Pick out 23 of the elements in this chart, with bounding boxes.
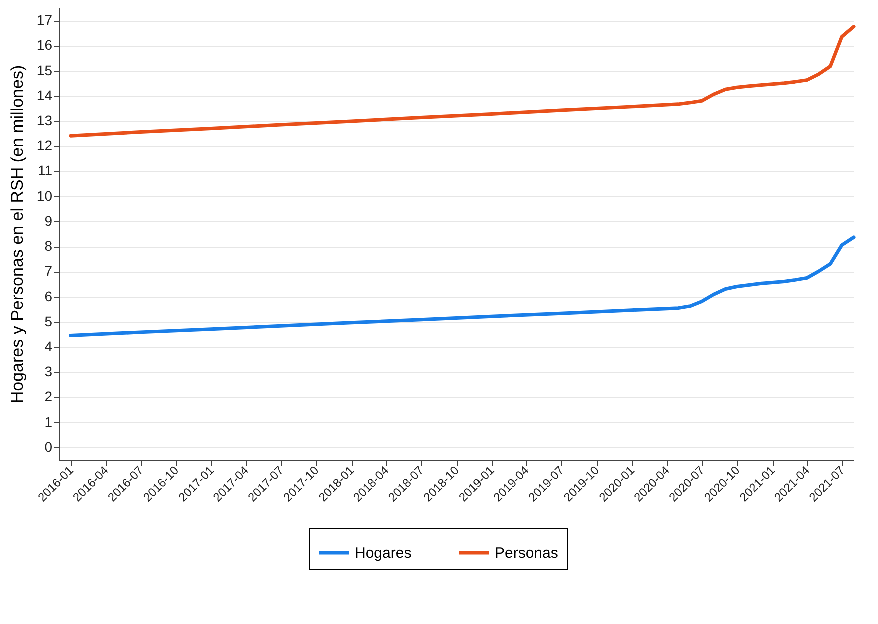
y-tick-label: 11 [38,162,53,179]
line-series [69,236,856,338]
legend-label: Personas [495,545,558,562]
y-tick-label: 13 [36,112,53,128]
y-tick-label: 10 [36,188,53,204]
y-tick-label: 14 [36,87,53,104]
y-tick-label: 9 [44,212,53,229]
y-tick-label: 6 [44,288,53,304]
y-tick-label: 2 [44,388,53,405]
y-tick-label: 5 [44,313,53,330]
y-tick-label: 16 [36,37,53,54]
y-tick-label: 7 [44,263,53,280]
legend-label: Hogares [355,545,412,562]
y-tick-label: 4 [44,338,53,354]
y-tick-label: 15 [36,62,53,78]
y-tick-label: 3 [44,364,53,380]
y-axis-title: Hogares y Personas en el RSH (en millones) [8,65,27,404]
y-tick-label: 0 [44,438,53,455]
y-tick-label: 1 [44,414,53,430]
line-series [69,25,856,138]
y-tick-label: 8 [44,238,53,254]
y-tick-label: 17 [36,12,53,28]
y-tick-label: 12 [36,138,53,154]
